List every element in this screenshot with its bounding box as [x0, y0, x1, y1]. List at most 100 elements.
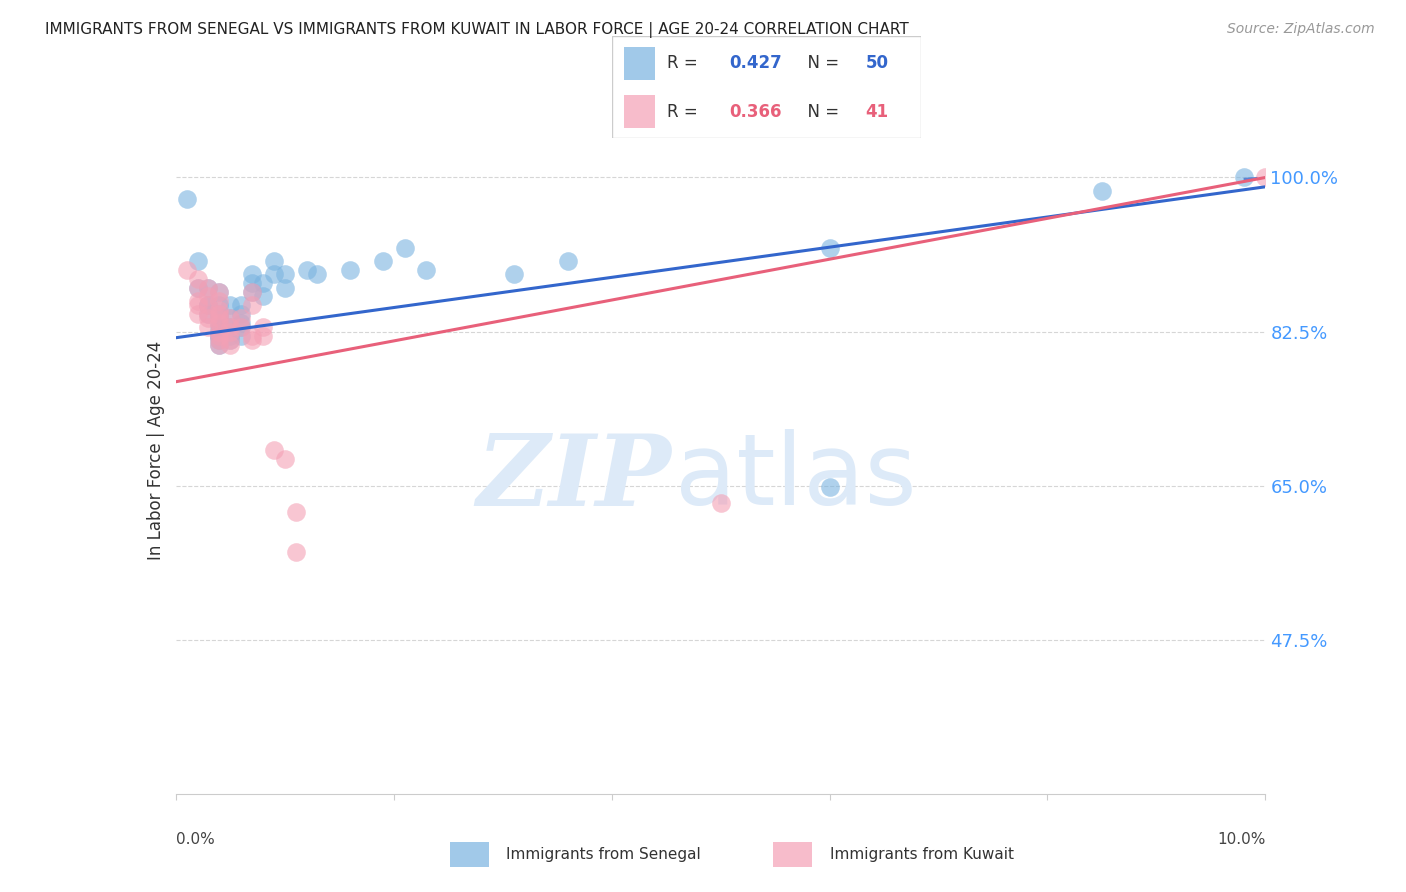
FancyBboxPatch shape	[450, 842, 489, 867]
Text: R =: R =	[668, 103, 703, 120]
Point	[208, 329, 231, 343]
Point	[1232, 170, 1256, 185]
Text: N =: N =	[797, 103, 845, 120]
Point	[240, 334, 263, 348]
Point	[208, 285, 231, 299]
Point	[502, 268, 524, 282]
Point	[219, 311, 242, 326]
Point	[219, 325, 242, 339]
Point	[274, 268, 297, 282]
Point	[197, 298, 219, 312]
Point	[219, 334, 242, 348]
Point	[231, 329, 253, 343]
Point	[240, 329, 263, 343]
Text: N =: N =	[797, 54, 845, 72]
Point	[240, 268, 263, 282]
Point	[219, 298, 242, 312]
Point	[197, 298, 219, 312]
Point	[557, 254, 579, 268]
Point	[197, 311, 219, 326]
Point	[252, 320, 274, 334]
FancyBboxPatch shape	[773, 842, 813, 867]
Text: Immigrants from Kuwait: Immigrants from Kuwait	[830, 847, 1014, 862]
Point	[219, 338, 242, 352]
Point	[252, 276, 274, 290]
Point	[186, 307, 209, 321]
Point	[197, 289, 219, 303]
FancyBboxPatch shape	[624, 47, 655, 79]
Text: 0.366: 0.366	[730, 103, 782, 120]
Point	[208, 325, 231, 339]
Point	[231, 320, 253, 334]
Text: Source: ZipAtlas.com: Source: ZipAtlas.com	[1227, 22, 1375, 37]
Point	[186, 280, 209, 294]
Point	[219, 320, 242, 334]
Point	[231, 311, 253, 326]
Point	[818, 241, 841, 255]
Point	[710, 496, 733, 510]
Point	[339, 263, 361, 277]
Point	[186, 293, 209, 308]
Point	[186, 280, 209, 294]
Point	[208, 325, 231, 339]
Point	[240, 285, 263, 299]
Point	[186, 298, 209, 312]
Point	[208, 307, 231, 321]
Point	[197, 298, 219, 312]
Point	[371, 254, 394, 268]
Text: 10.0%: 10.0%	[1218, 831, 1265, 847]
Point	[197, 280, 219, 294]
Point	[176, 193, 198, 207]
Point	[176, 263, 198, 277]
Point	[208, 320, 231, 334]
Point	[208, 329, 231, 343]
Text: 0.0%: 0.0%	[176, 831, 215, 847]
Point	[1254, 170, 1277, 185]
Point	[1091, 184, 1114, 198]
Point	[263, 254, 285, 268]
Point	[263, 268, 285, 282]
Point	[208, 316, 231, 330]
Point	[186, 254, 209, 268]
Point	[208, 298, 231, 312]
Point	[263, 443, 285, 458]
Point	[208, 334, 231, 348]
Point	[231, 316, 253, 330]
Point	[394, 241, 416, 255]
Point	[219, 325, 242, 339]
Text: Immigrants from Senegal: Immigrants from Senegal	[506, 847, 702, 862]
Point	[219, 334, 242, 348]
Text: ZIP: ZIP	[477, 430, 672, 526]
Point	[208, 285, 231, 299]
Text: R =: R =	[668, 54, 703, 72]
Y-axis label: In Labor Force | Age 20-24: In Labor Force | Age 20-24	[146, 341, 165, 560]
Point	[197, 307, 219, 321]
Point	[208, 316, 231, 330]
Point	[231, 307, 253, 321]
Point	[208, 334, 231, 348]
Point	[208, 307, 231, 321]
FancyBboxPatch shape	[624, 95, 655, 128]
Text: 41: 41	[865, 103, 889, 120]
Point	[274, 452, 297, 467]
Point	[219, 329, 242, 343]
Point	[197, 280, 219, 294]
Point	[186, 271, 209, 285]
Text: 0.427: 0.427	[730, 54, 782, 72]
Point	[240, 298, 263, 312]
Point	[818, 480, 841, 494]
Point	[197, 320, 219, 334]
Point	[415, 263, 437, 277]
Text: 50: 50	[865, 54, 889, 72]
Point	[252, 289, 274, 303]
Text: IMMIGRANTS FROM SENEGAL VS IMMIGRANTS FROM KUWAIT IN LABOR FORCE | AGE 20-24 COR: IMMIGRANTS FROM SENEGAL VS IMMIGRANTS FR…	[45, 22, 908, 38]
FancyBboxPatch shape	[612, 36, 921, 138]
Point	[208, 302, 231, 317]
Point	[208, 311, 231, 326]
Point	[208, 311, 231, 326]
Point	[295, 263, 318, 277]
Point	[208, 329, 231, 343]
Point	[219, 320, 242, 334]
Point	[284, 505, 307, 519]
Point	[197, 307, 219, 321]
